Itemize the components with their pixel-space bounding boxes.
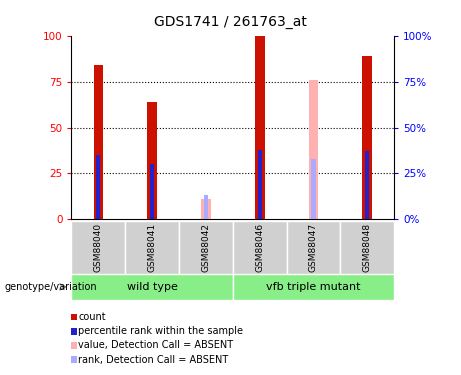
Text: GDS1741 / 261763_at: GDS1741 / 261763_at	[154, 15, 307, 29]
Bar	[204, 195, 208, 219]
Bar	[201, 199, 211, 219]
Text: GSM88041: GSM88041	[148, 223, 157, 272]
Text: vfb triple mutant: vfb triple mutant	[266, 282, 361, 292]
Bar	[71, 221, 125, 274]
Text: GSM88046: GSM88046	[255, 223, 264, 272]
Bar	[148, 102, 157, 219]
Bar	[233, 221, 287, 274]
Bar	[179, 221, 233, 274]
Bar	[96, 155, 100, 219]
Bar	[255, 36, 265, 219]
Bar	[311, 159, 316, 219]
Text: value, Detection Call = ABSENT: value, Detection Call = ABSENT	[78, 340, 233, 350]
Bar	[125, 221, 179, 274]
Bar	[287, 221, 340, 274]
Text: percentile rank within the sample: percentile rank within the sample	[78, 326, 243, 336]
Text: count: count	[78, 312, 106, 322]
Text: GSM88040: GSM88040	[94, 223, 103, 272]
Text: GSM88047: GSM88047	[309, 223, 318, 272]
Text: rank, Detection Call = ABSENT: rank, Detection Call = ABSENT	[78, 355, 228, 364]
Text: GSM88048: GSM88048	[363, 223, 372, 272]
Bar	[340, 221, 394, 274]
Bar	[150, 164, 154, 219]
Bar	[233, 274, 394, 300]
Bar	[71, 328, 77, 334]
Bar	[94, 65, 103, 219]
Bar	[71, 356, 77, 363]
Bar	[71, 314, 77, 320]
Bar	[365, 152, 369, 219]
Bar	[71, 274, 233, 300]
Text: GSM88042: GSM88042	[201, 223, 210, 272]
Text: wild type: wild type	[127, 282, 177, 292]
Bar	[309, 80, 318, 219]
Bar	[258, 150, 262, 219]
Text: genotype/variation: genotype/variation	[5, 282, 97, 292]
Bar	[362, 56, 372, 219]
Bar	[71, 342, 77, 349]
